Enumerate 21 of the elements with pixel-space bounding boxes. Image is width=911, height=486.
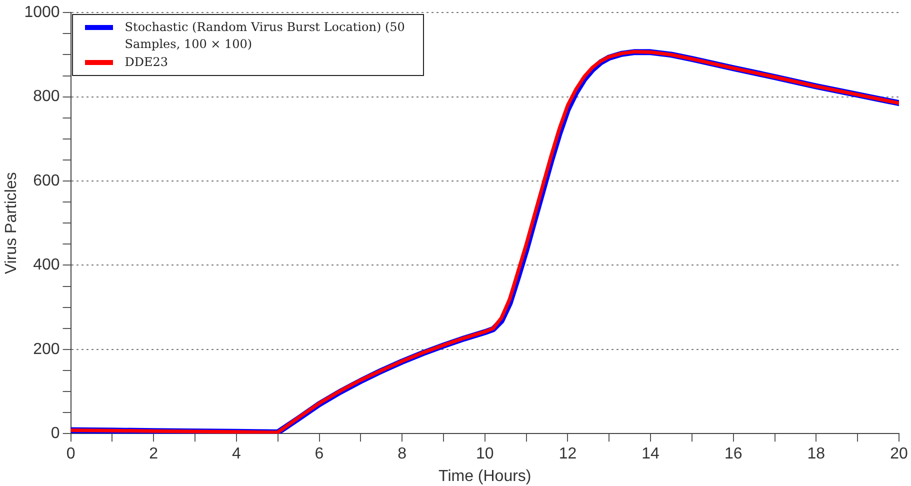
legend-label: Stochastic (Random Virus Burst Location) (50 Samples, 100 × 100) bbox=[124, 18, 406, 53]
x-tick-label: 6 bbox=[314, 446, 324, 463]
y-axis-title: Virus Particles bbox=[3, 172, 20, 274]
x-tick-label: 2 bbox=[149, 446, 158, 463]
y-tick-label: 800 bbox=[33, 88, 60, 106]
legend-label: DDE23 bbox=[124, 54, 168, 71]
y-tick-label: 200 bbox=[33, 340, 60, 358]
x-tick-label: 14 bbox=[642, 446, 660, 463]
x-tick-label: 0 bbox=[66, 446, 76, 463]
y-tick-label: 0 bbox=[50, 425, 60, 442]
y-tick-label: 400 bbox=[33, 256, 60, 274]
x-tick-label: 12 bbox=[558, 446, 577, 463]
x-tick-label: 8 bbox=[398, 446, 407, 463]
x-axis-title: Time (Hours) bbox=[438, 468, 532, 485]
x-tick-label: 16 bbox=[724, 446, 742, 463]
y-tick-label: 1000 bbox=[24, 4, 60, 22]
x-tick-label: 10 bbox=[476, 446, 494, 463]
y-tick-label: 600 bbox=[33, 172, 60, 190]
x-tick-label: 4 bbox=[232, 446, 241, 463]
x-tick-label: 20 bbox=[890, 446, 908, 463]
x-tick-label: 18 bbox=[807, 446, 826, 463]
